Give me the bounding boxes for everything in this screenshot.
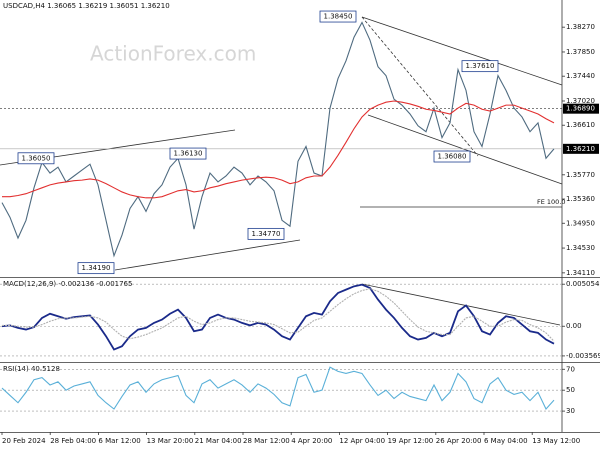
series-line: [1, 21, 555, 258]
x-tick-label: 28 Feb 04:00: [50, 437, 96, 445]
y-tick-label: 1.35360: [566, 195, 595, 203]
annotation-box: [77, 262, 115, 275]
y-tick-label: 30: [566, 407, 575, 415]
y-tick-label: 1.34530: [566, 244, 595, 252]
series-line: [1, 283, 555, 351]
y-tick-label: 70: [566, 365, 575, 373]
current-price-label: 1.36210: [566, 145, 595, 153]
x-tick-label: 28 Mar 12:00: [243, 437, 290, 445]
fe-label: FE 100.0: [537, 198, 566, 206]
annotation-label: 1.36130: [174, 150, 203, 158]
series-line: [2, 288, 555, 342]
annotation-box: [433, 150, 471, 163]
annotation-label: 1.34190: [82, 264, 111, 272]
x-tick-label: 21 Mar 04:00: [195, 437, 242, 445]
y-tick-label: 1.35770: [566, 171, 595, 179]
y-tick-label: 1.37850: [566, 48, 595, 56]
y-tick-label: -0.003569: [566, 352, 600, 360]
x-tick-label: 19 Apr 12:00: [388, 437, 434, 445]
y-tick-label: 1.34110: [566, 269, 595, 277]
macd-title: MACD(12,26,9) -0.002136 -0.001765: [3, 280, 132, 288]
y-tick-label: 1.36610: [566, 121, 595, 129]
y-tick-label: 0.00: [566, 322, 582, 330]
series-line: [2, 100, 555, 199]
watermark: ActionForex.com: [90, 42, 256, 66]
y-tick-label: 0.005054: [566, 280, 600, 288]
y-tick-label: 50: [566, 386, 575, 394]
annotation-box: [247, 227, 285, 240]
x-tick-label: 6 May 04:00: [484, 437, 528, 445]
trend-line: [361, 16, 563, 86]
x-tick-label: 6 Mar 12:00: [98, 437, 140, 445]
annotation-box: [169, 147, 207, 160]
annotation-label: 1.38450: [324, 13, 353, 21]
current-price-box: [563, 143, 599, 154]
annotation-label: 1.37610: [466, 62, 495, 70]
annotation-box: [461, 60, 499, 73]
annotation-box: [17, 152, 55, 165]
trend-line: [114, 239, 301, 271]
annotation-label: 1.36080: [438, 153, 467, 161]
x-tick-label: 4 Apr 20:00: [291, 437, 332, 445]
trend-line: [367, 114, 563, 185]
annotation-box: [319, 10, 357, 23]
trend-line: [361, 16, 479, 157]
y-tick-label: 1.34950: [566, 219, 595, 227]
x-tick-label: 13 May 12:00: [532, 437, 580, 445]
y-tick-label: 1.38270: [566, 23, 595, 31]
series-line: [1, 366, 555, 410]
hline-label-box: [563, 103, 599, 114]
x-tick-label: 20 Feb 2024: [2, 437, 46, 445]
hline-label: 1.36890: [566, 105, 595, 113]
rsi-title: RSI(14) 40.5128: [3, 365, 60, 373]
annotation-label: 1.34770: [252, 230, 281, 238]
annotation-label: 1.36050: [22, 154, 51, 162]
chart-title: USDCAD,H4 1.36065 1.36219 1.36051 1.3621…: [3, 2, 170, 10]
x-tick-label: 12 Apr 04:00: [339, 437, 385, 445]
y-tick-label: 1.37440: [566, 72, 595, 80]
x-tick-label: 13 Mar 20:00: [147, 437, 194, 445]
y-tick-label: 1.37020: [566, 97, 595, 105]
macd-trend-line: [361, 283, 561, 326]
x-tick-label: 26 Apr 20:00: [436, 437, 482, 445]
